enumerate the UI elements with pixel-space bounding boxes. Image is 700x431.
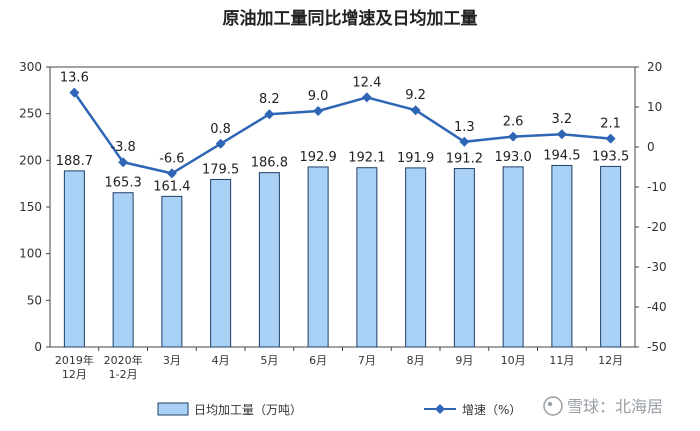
line-data-label: 3.2 xyxy=(552,112,573,127)
growth-line xyxy=(73,91,611,175)
line-data-label: 12.4 xyxy=(352,75,381,90)
x-tick-label: 2020年 xyxy=(104,353,143,367)
y-right-tick-label: 10 xyxy=(647,100,662,114)
snowball-logo-dot xyxy=(547,401,553,407)
bar xyxy=(210,178,232,348)
x-tick-label: 6月 xyxy=(309,354,327,367)
line-data-label: 2.6 xyxy=(503,115,524,130)
line-data-label: -3.8 xyxy=(110,140,135,155)
bar-data-label: 191.9 xyxy=(397,151,434,166)
y-right-tick-label: -50 xyxy=(647,340,667,354)
bar xyxy=(307,166,329,348)
bar xyxy=(112,192,134,348)
bar-data-label: 192.1 xyxy=(348,151,385,166)
bar xyxy=(600,165,622,348)
legend-bar-swatch xyxy=(157,402,189,416)
y-right-tick-label: -30 xyxy=(647,260,667,274)
line-point xyxy=(605,133,616,144)
y-left-tick-label: 100 xyxy=(19,247,42,261)
y-right-tick-label: -10 xyxy=(647,180,667,194)
x-tick-label: 5月 xyxy=(260,354,278,367)
bar xyxy=(161,195,183,348)
y-right-tick-label: 0 xyxy=(647,140,655,154)
y-left-tick-label: 0 xyxy=(34,340,42,354)
line-data-label: 13.6 xyxy=(60,71,89,86)
snowball-logo-icon xyxy=(543,396,563,416)
bar-data-label: 192.9 xyxy=(300,150,337,165)
bar xyxy=(453,168,475,348)
line-data-label: 8.2 xyxy=(259,92,280,107)
y-left-tick-label: 250 xyxy=(19,107,42,121)
watermark: 雪球：北海居 xyxy=(543,396,663,416)
x-tick-label: 12月 xyxy=(598,354,623,367)
bar-data-label: 193.5 xyxy=(592,149,629,164)
bar-data-label: 186.8 xyxy=(251,156,288,171)
x-tick-label: 2019年 xyxy=(55,353,94,367)
bar xyxy=(405,167,427,348)
line-point xyxy=(459,136,470,147)
y-left-tick-label: 150 xyxy=(19,200,42,214)
bar-data-label: 191.2 xyxy=(446,152,483,167)
line-point xyxy=(313,106,324,116)
bar-data-label: 179.5 xyxy=(202,162,239,177)
bar-data-label: 193.0 xyxy=(495,150,532,165)
legend-line-label: 增速（%） xyxy=(462,403,521,417)
bar-data-label: 161.4 xyxy=(153,179,190,194)
line-data-label: 1.3 xyxy=(454,120,475,135)
line-point xyxy=(556,129,567,140)
line-point xyxy=(215,138,226,149)
line-point xyxy=(118,157,129,168)
bar-series: 188.7 165.3 161.4 179.5 186.8 192.9 192.1 191.9… xyxy=(56,148,629,348)
line-data-label: 2.1 xyxy=(600,117,621,132)
watermark-text: 雪球：北海居 xyxy=(567,397,663,416)
line-data-label: 9.0 xyxy=(308,89,329,104)
bar xyxy=(551,164,573,348)
y-right-tick-label: -40 xyxy=(647,300,667,314)
bar xyxy=(502,166,524,348)
line-point xyxy=(264,109,275,120)
bar xyxy=(258,172,280,348)
y-axis-right: -50 -40 -30 -20 -10 0 10 20 xyxy=(635,60,667,354)
legend-bar-label: 日均加工量（万吨） xyxy=(194,403,302,417)
x-tick-label: 4月 xyxy=(212,354,230,367)
y-left-tick-label: 200 xyxy=(19,153,42,167)
x-tick-label: 11月 xyxy=(549,354,574,367)
y-left-tick-label: 300 xyxy=(19,60,42,74)
y-left-tick-label: 50 xyxy=(27,293,42,307)
legend-diamond-icon xyxy=(435,404,445,414)
line-point xyxy=(508,131,519,142)
y-right-tick-label: -20 xyxy=(647,220,667,234)
x-tick-label: 9月 xyxy=(455,354,473,367)
line-point xyxy=(166,168,177,179)
y-axis-left: 0 50 100 150 200 250 300 xyxy=(19,60,50,354)
line-series: 13.6 -3.8 -6.6 0.8 8.2 9.0 12.4 9.2 1.3 2.6 3.2 2.1 xyxy=(60,71,621,179)
line-point xyxy=(410,105,421,116)
chart-title: 原油加工量同比增速及日均加工量 xyxy=(223,8,478,29)
line-point xyxy=(361,92,372,103)
x-tick-label: 7月 xyxy=(358,354,376,367)
bar xyxy=(63,170,85,348)
x-tick-label: 8月 xyxy=(407,354,425,367)
bar xyxy=(356,167,378,348)
bar-data-label: 165.3 xyxy=(105,176,142,191)
bar-data-label: 188.7 xyxy=(56,154,93,169)
line-data-label: 0.8 xyxy=(210,122,231,137)
x-tick-label: 12月 xyxy=(62,368,87,381)
legend: 日均加工量（万吨） 增速（%） xyxy=(157,402,521,417)
x-tick-label: 1-2月 xyxy=(109,368,138,381)
line-data-label: -6.6 xyxy=(159,151,184,166)
x-tick-label: 10月 xyxy=(501,354,526,367)
bar-data-label: 194.5 xyxy=(543,148,580,163)
line-point xyxy=(69,87,80,98)
plot-frame xyxy=(49,66,636,348)
line-data-label: 9.2 xyxy=(405,88,426,103)
x-tick-label: 3月 xyxy=(163,354,181,367)
y-right-tick-label: 20 xyxy=(647,60,662,74)
